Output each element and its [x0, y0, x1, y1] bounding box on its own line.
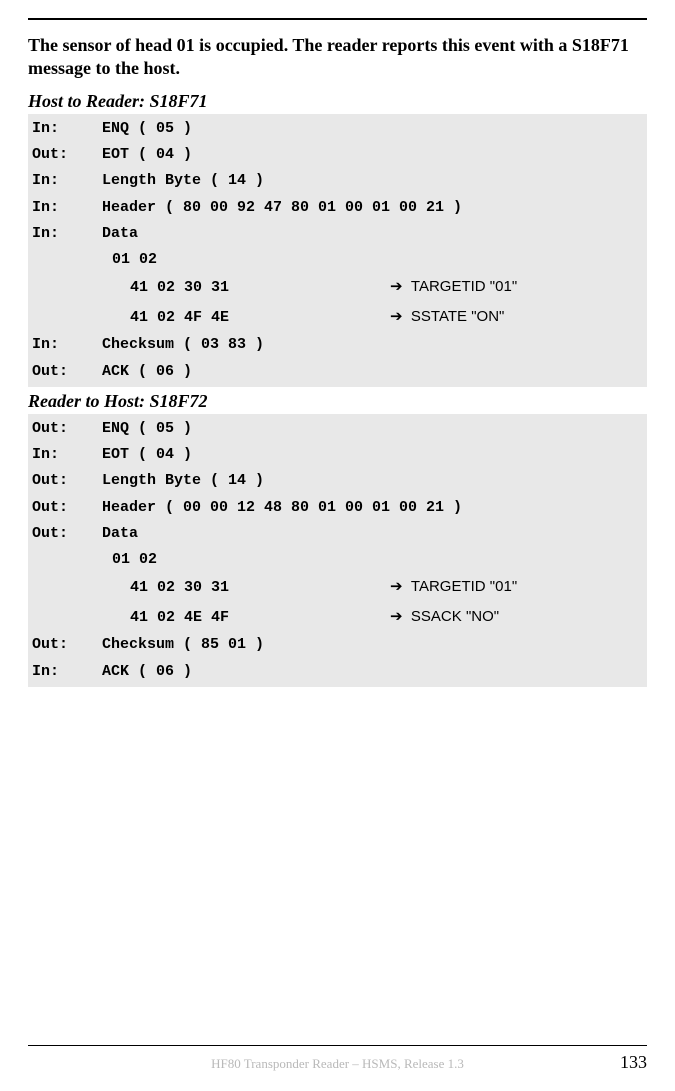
arrow-icon: ➔ [390, 308, 403, 325]
dir-label: In: [32, 116, 102, 142]
dir-label: In: [32, 659, 102, 685]
code-value: ACK ( 06 ) [102, 359, 643, 385]
top-rule [28, 18, 647, 20]
annotation: ➔ SSTATE "ON" [390, 303, 504, 332]
dir-label: Out: [32, 495, 102, 521]
dir-label: In: [32, 168, 102, 194]
data-line: 41 02 30 31 ➔ TARGETID "01" [32, 273, 643, 303]
code-row: Out:ENQ ( 05 ) [32, 416, 643, 442]
arrow-icon: ➔ [390, 278, 403, 295]
page-footer: HF80 Transponder Reader – HSMS, Release … [28, 1045, 647, 1073]
section2-code: Out:ENQ ( 05 ) In:EOT ( 04 ) Out:Length … [28, 414, 647, 687]
code-row: In:Data [32, 221, 643, 247]
data-head: 01 02 [32, 247, 643, 273]
code-row: In:ENQ ( 05 ) [32, 116, 643, 142]
code-value: ACK ( 06 ) [102, 659, 643, 685]
hex-bytes: 41 02 4F 4E [130, 304, 390, 333]
dir-label: Out: [32, 632, 102, 658]
dir-label: In: [32, 442, 102, 468]
data-head-value: 01 02 [112, 247, 157, 273]
code-row: In:Checksum ( 03 83 ) [32, 332, 643, 358]
code-value: Data [102, 221, 643, 247]
dir-label: Out: [32, 142, 102, 168]
code-row: Out:Data [32, 521, 643, 547]
dir-label: Out: [32, 359, 102, 385]
code-value: ENQ ( 05 ) [102, 116, 643, 142]
data-head-value: 01 02 [112, 547, 157, 573]
bottom-rule [28, 1045, 647, 1046]
code-value: Data [102, 521, 643, 547]
annot-text: TARGETID "01" [411, 278, 517, 295]
dir-label: Out: [32, 416, 102, 442]
code-row: Out:Checksum ( 85 01 ) [32, 632, 643, 658]
data-line: 41 02 30 31 ➔ TARGETID "01" [32, 573, 643, 603]
data-line: 41 02 4E 4F ➔ SSACK "NO" [32, 603, 643, 633]
code-row: Out:Length Byte ( 14 ) [32, 468, 643, 494]
code-row: Out:ACK ( 06 ) [32, 359, 643, 385]
code-row: Out:Header ( 00 00 12 48 80 01 00 01 00 … [32, 495, 643, 521]
code-value: EOT ( 04 ) [102, 442, 643, 468]
dir-label: In: [32, 195, 102, 221]
data-line: 41 02 4F 4E ➔ SSTATE "ON" [32, 303, 643, 333]
section1-title: Host to Reader: S18F71 [28, 91, 647, 112]
code-value: Checksum ( 03 83 ) [102, 332, 643, 358]
arrow-icon: ➔ [390, 608, 403, 625]
hex-bytes: 41 02 30 31 [130, 574, 390, 603]
dir-label: In: [32, 221, 102, 247]
footer-center-text: HF80 Transponder Reader – HSMS, Release … [68, 1056, 607, 1072]
data-head: 01 02 [32, 547, 643, 573]
annot-text: SSACK "NO" [411, 608, 499, 625]
code-value: ENQ ( 05 ) [102, 416, 643, 442]
intro-paragraph: The sensor of head 01 is occupied. The r… [28, 34, 647, 81]
code-row: In:Length Byte ( 14 ) [32, 168, 643, 194]
dir-label: Out: [32, 521, 102, 547]
dir-label: Out: [32, 468, 102, 494]
code-value: Checksum ( 85 01 ) [102, 632, 643, 658]
hex-bytes: 41 02 4E 4F [130, 604, 390, 633]
section2-title: Reader to Host: S18F72 [28, 391, 647, 412]
code-value: Length Byte ( 14 ) [102, 168, 643, 194]
section1-code: In:ENQ ( 05 ) Out:EOT ( 04 ) In:Length B… [28, 114, 647, 387]
annotation: ➔ TARGETID "01" [390, 573, 517, 602]
annot-text: SSTATE "ON" [411, 308, 504, 325]
code-value: Header ( 00 00 12 48 80 01 00 01 00 21 ) [102, 495, 643, 521]
arrow-icon: ➔ [390, 578, 403, 595]
annotation: ➔ SSACK "NO" [390, 603, 499, 632]
code-row: In:EOT ( 04 ) [32, 442, 643, 468]
code-value: Length Byte ( 14 ) [102, 468, 643, 494]
code-value: EOT ( 04 ) [102, 142, 643, 168]
annot-text: TARGETID "01" [411, 578, 517, 595]
annotation: ➔ TARGETID "01" [390, 273, 517, 302]
code-row: Out:EOT ( 04 ) [32, 142, 643, 168]
page-number: 133 [607, 1052, 647, 1073]
hex-bytes: 41 02 30 31 [130, 274, 390, 303]
dir-label: In: [32, 332, 102, 358]
code-row: In:ACK ( 06 ) [32, 659, 643, 685]
code-value: Header ( 80 00 92 47 80 01 00 01 00 21 ) [102, 195, 643, 221]
code-row: In:Header ( 80 00 92 47 80 01 00 01 00 2… [32, 195, 643, 221]
